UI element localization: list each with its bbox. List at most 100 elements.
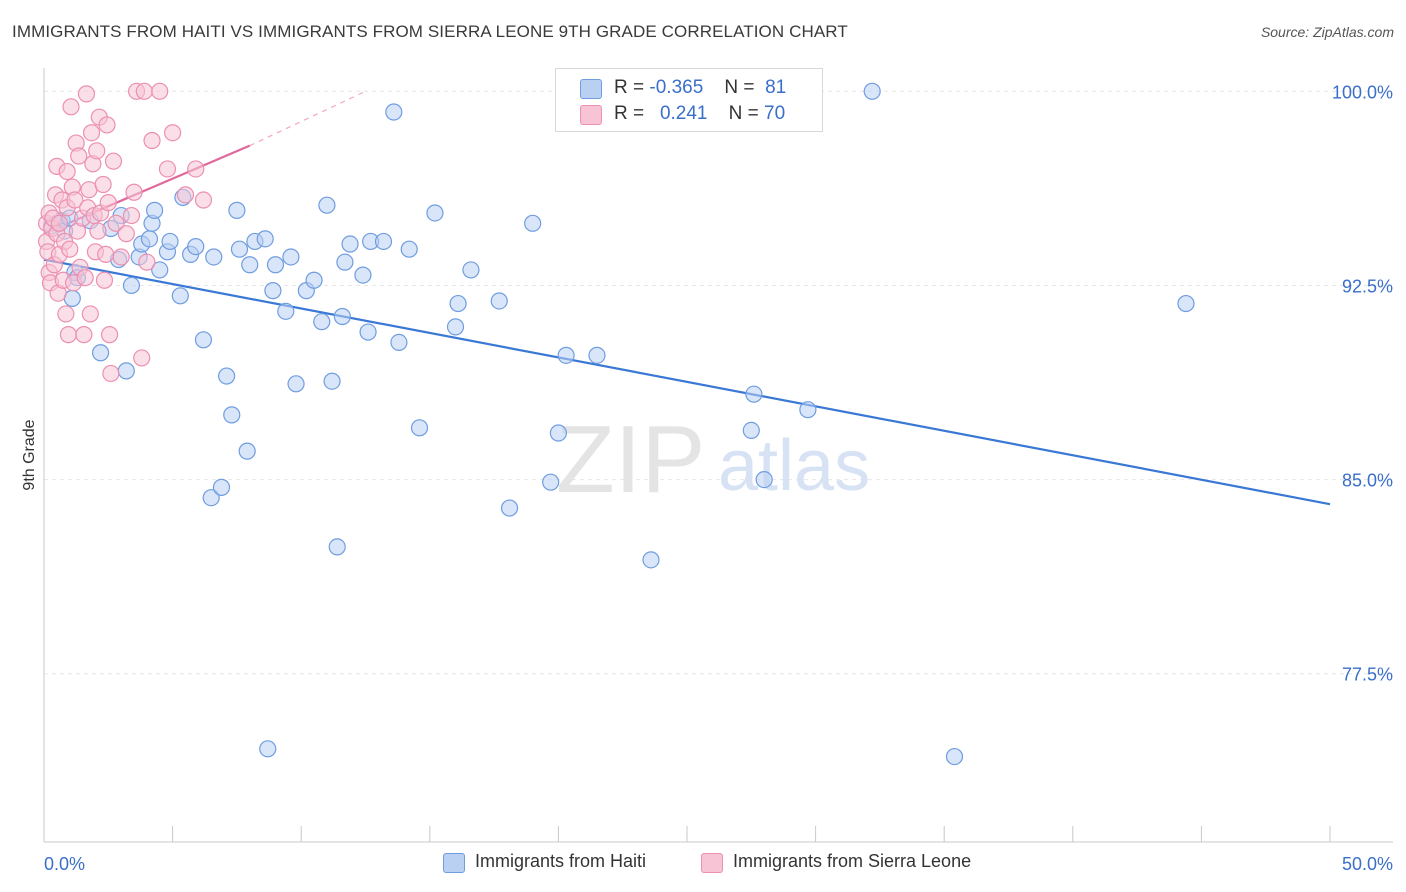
y-tick-label: 92.5% xyxy=(1342,276,1393,296)
y-tick-label: 77.5% xyxy=(1342,665,1393,685)
legend-n-sierra-leone: 70 xyxy=(764,103,786,124)
trendline-haiti xyxy=(43,258,1331,506)
point-haiti xyxy=(863,82,881,100)
point-sierra-leone xyxy=(125,183,143,201)
bottom-legend-label-sierra-leone: Immigrants from Sierra Leone xyxy=(733,851,972,871)
point-sierra-leone xyxy=(70,147,88,165)
legend-r-label: R = xyxy=(614,103,645,124)
point-sierra-leone xyxy=(58,162,76,181)
point-haiti xyxy=(410,419,429,437)
legend-n-haiti: 81 xyxy=(765,77,787,98)
point-haiti xyxy=(549,424,568,442)
point-sierra-leone xyxy=(107,214,125,232)
point-haiti xyxy=(151,261,169,279)
point-haiti xyxy=(500,499,519,517)
point-haiti xyxy=(230,240,249,258)
bottom-legend-swatch-sierra-leone xyxy=(701,853,723,873)
point-haiti xyxy=(223,406,241,424)
point-haiti xyxy=(642,551,660,569)
point-haiti xyxy=(333,307,351,326)
point-sierra-leone xyxy=(76,269,94,287)
point-haiti xyxy=(588,346,606,364)
point-sierra-leone xyxy=(94,175,112,194)
point-sierra-leone xyxy=(89,222,107,240)
point-haiti xyxy=(446,318,465,336)
point-haiti xyxy=(228,201,246,219)
point-sierra-leone xyxy=(100,326,119,344)
legend-text-haiti: R = -0.365 N = 81 xyxy=(614,77,786,99)
point-haiti xyxy=(323,372,341,390)
point-sierra-leone xyxy=(66,191,84,209)
legend-n-label: N = xyxy=(724,77,755,98)
point-sierra-leone xyxy=(151,82,169,100)
point-haiti xyxy=(238,442,256,460)
point-haiti xyxy=(91,344,110,362)
point-haiti xyxy=(122,276,141,295)
point-haiti xyxy=(449,294,467,313)
point-haiti xyxy=(490,292,508,310)
point-sierra-leone xyxy=(143,131,161,150)
point-haiti xyxy=(218,367,236,385)
point-sierra-leone xyxy=(81,305,99,323)
point-haiti xyxy=(374,232,393,251)
point-sierra-leone xyxy=(99,194,117,212)
point-haiti xyxy=(385,103,403,121)
point-haiti xyxy=(426,204,444,222)
x-tick-label-min: 0.0% xyxy=(44,854,85,874)
point-haiti xyxy=(359,323,377,341)
watermark-atlas: atlas xyxy=(718,426,870,506)
point-sierra-leone xyxy=(98,116,116,134)
point-haiti xyxy=(266,256,285,274)
point-haiti xyxy=(241,256,259,274)
point-haiti xyxy=(945,747,964,766)
point-haiti xyxy=(117,362,135,380)
legend-r-sierra-leone: 0.241 xyxy=(659,103,708,124)
point-haiti xyxy=(256,230,274,248)
point-sierra-leone xyxy=(135,82,153,100)
point-haiti xyxy=(557,346,575,364)
legend-text-sierra-leone: R = 0.241 N = 70 xyxy=(614,103,785,125)
point-haiti xyxy=(171,287,189,305)
point-sierra-leone xyxy=(176,186,195,204)
point-sierra-leone xyxy=(187,160,205,178)
point-sierra-leone xyxy=(50,214,69,232)
point-sierra-leone xyxy=(77,85,96,103)
point-haiti xyxy=(524,214,542,232)
point-haiti xyxy=(259,740,277,758)
point-sierra-leone xyxy=(59,326,78,344)
point-haiti xyxy=(187,238,205,256)
point-haiti xyxy=(318,196,336,214)
bottom-legend-label-haiti: Immigrants from Haiti xyxy=(475,851,647,871)
point-haiti xyxy=(328,538,346,556)
point-sierra-leone xyxy=(158,160,177,178)
point-haiti xyxy=(202,489,220,507)
watermark-zip: ZIP xyxy=(556,406,705,513)
point-haiti xyxy=(145,201,164,219)
point-haiti xyxy=(390,333,408,351)
point-haiti xyxy=(205,248,223,266)
point-sierra-leone xyxy=(104,152,123,170)
legend-r-label: R = xyxy=(614,77,645,98)
point-haiti xyxy=(282,248,300,266)
point-haiti xyxy=(1177,294,1195,313)
point-haiti xyxy=(745,385,763,403)
point-haiti xyxy=(194,331,213,349)
point-haiti xyxy=(264,282,282,300)
point-haiti xyxy=(305,271,323,289)
legend-swatch-sierra-leone xyxy=(580,105,602,125)
legend-r-haiti: -0.365 xyxy=(649,77,704,98)
point-haiti xyxy=(140,230,159,248)
point-sierra-leone xyxy=(61,240,79,258)
point-sierra-leone xyxy=(82,124,101,142)
point-sierra-leone xyxy=(95,271,114,289)
legend-n-label: N = xyxy=(728,103,759,124)
point-sierra-leone xyxy=(102,364,120,383)
point-sierra-leone xyxy=(122,206,141,225)
y-tick-label: 85.0% xyxy=(1342,471,1393,491)
point-sierra-leone xyxy=(112,248,130,266)
point-sierra-leone xyxy=(75,326,93,344)
point-sierra-leone xyxy=(133,349,151,367)
point-sierra-leone xyxy=(138,253,156,271)
point-haiti xyxy=(336,253,354,271)
